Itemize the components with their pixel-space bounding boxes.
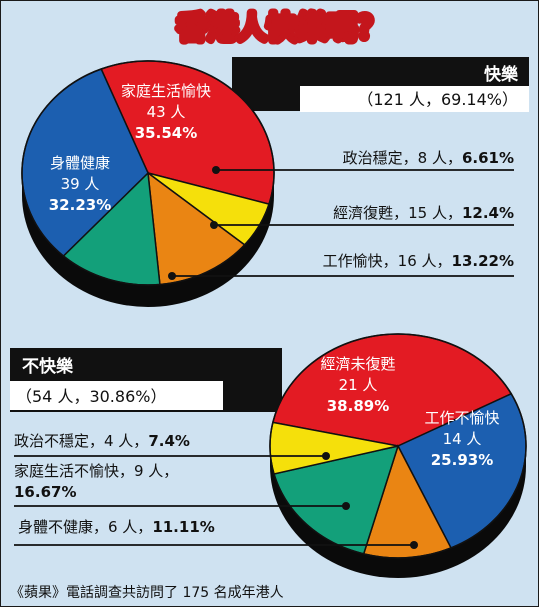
happy-slice-1-callout: 政治穩定，8 人，6.61% <box>343 149 514 167</box>
happy-summary-box <box>300 86 529 112</box>
unhappy-slice-3-callout: 家庭生活不愉快，9 人， <box>14 462 178 480</box>
happy-slice-0-percent: 35.54% <box>135 124 197 142</box>
chart-title-outline: 香港人快樂嗎？ <box>177 11 387 46</box>
unhappy-slice-3-percent: 16.67% <box>14 483 76 501</box>
slice-labels: 家庭生活愉快 43 人 35.54% 身體健康 39 人 32.23% 政治穩定，8 人，6… <box>14 82 514 549</box>
unhappy-header-summary: （54 人，30.86%） <box>16 387 166 406</box>
happy-slice-3-callout: 工作愉快，16 人，13.22% <box>323 252 514 270</box>
happy-slice-4-label: 身體健康 <box>50 154 110 172</box>
unhappy-slice-1-percent: 25.93% <box>431 451 493 469</box>
unhappy-slice-2-callout: 身體不健康，6 人，11.11% <box>18 518 215 536</box>
unhappy-summary-box <box>10 381 223 410</box>
unhappy-slice-1-count: 14 人 <box>443 430 482 448</box>
happy-pie-rim <box>21 60 275 286</box>
happy-header-label: 快樂 <box>484 64 519 85</box>
unhappy-slice-3-dot <box>342 502 350 510</box>
footer-note: 《蘋果》電話調查共訪問了 175 名成年港人 <box>10 585 284 601</box>
unhappy-slice-4-dot <box>322 452 330 460</box>
unhappy-pie-rim <box>269 333 527 559</box>
happy-header-summary: （121 人，69.14%） <box>357 90 518 109</box>
unhappy-slice-4-callout: 政治不穩定，4 人，7.4% <box>14 432 190 450</box>
unhappy-slice-0-percent: 38.89% <box>327 397 389 415</box>
chart-title: 香港人快樂嗎？ <box>177 11 387 46</box>
pie-charts: 香港人快樂嗎？ 香港人快樂嗎？ 快樂 （121 人，69.14%） 不快樂 （5… <box>10 8 529 578</box>
happy-slice-2-dot <box>210 221 218 229</box>
happy-slice-4-percent: 32.23% <box>49 196 111 214</box>
happy-slice-4-count: 39 人 <box>61 175 100 193</box>
unhappy-slice-2-dot <box>410 541 418 549</box>
unhappy-slice-0-count: 21 人 <box>339 376 378 394</box>
happy-slice-0-count: 43 人 <box>147 103 186 121</box>
unhappy-pie <box>269 333 527 578</box>
happy-pie <box>21 60 275 307</box>
happy-slice-1-dot <box>212 166 220 174</box>
happy-slice-0-label: 家庭生活愉快 <box>121 82 211 100</box>
unhappy-slice-0-label: 經濟未復甦 <box>320 355 395 373</box>
happy-slice-2-callout: 經濟復甦，15 人，12.4% <box>333 204 514 222</box>
unhappy-header-label: 不快樂 <box>22 356 74 377</box>
happy-slice-3-dot <box>168 272 176 280</box>
unhappy-slice-1-label: 工作不愉快 <box>424 409 499 427</box>
